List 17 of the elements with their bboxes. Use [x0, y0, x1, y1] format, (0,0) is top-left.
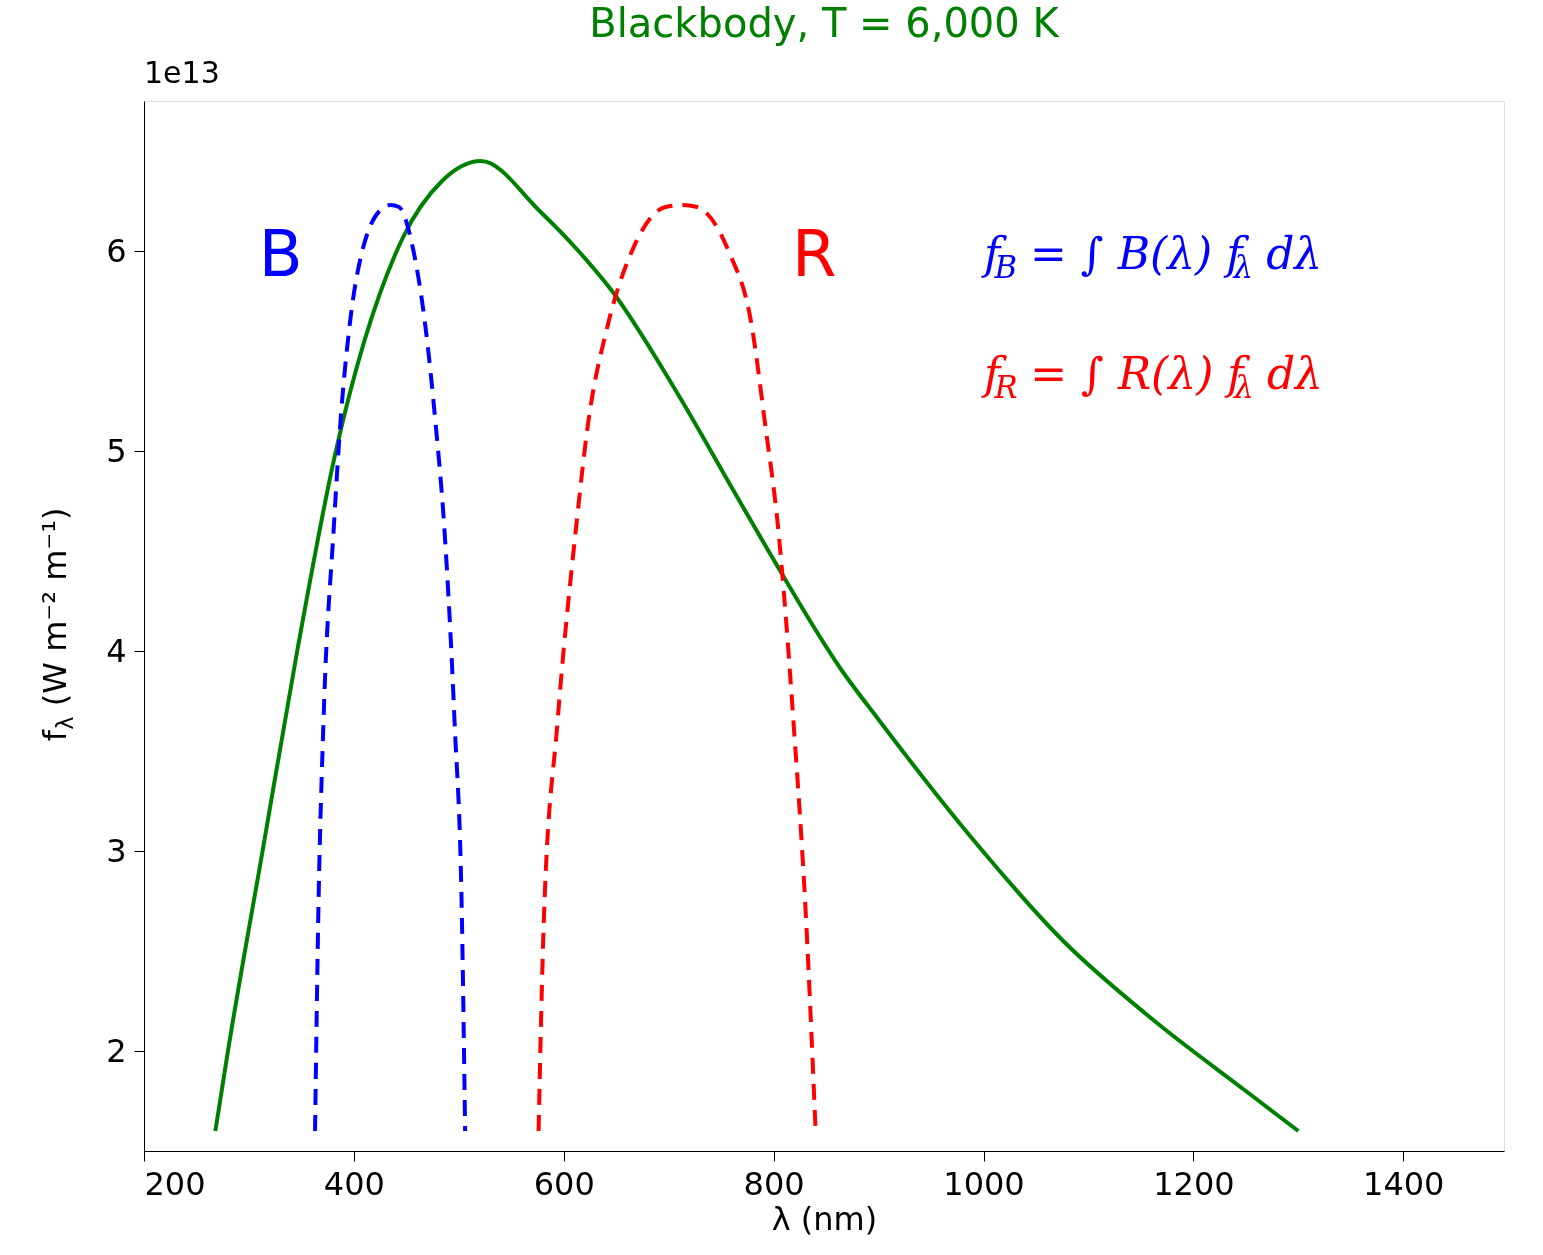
series-label: B: [258, 217, 303, 291]
y-axis-title: fλ (W m⁻² m⁻¹): [36, 507, 78, 742]
text: 1e13: [144, 55, 220, 90]
x-tick-label: 1200: [1153, 1164, 1235, 1203]
y-tick-label: 4: [106, 631, 127, 670]
x-tick-label: 400: [323, 1164, 385, 1203]
y-tick-label: 2: [106, 1031, 127, 1070]
chart-title: Blackbody, T = 6,000 K: [589, 0, 1061, 46]
y-tick-label: 3: [106, 831, 127, 870]
series-label: R: [792, 217, 837, 291]
x-tick-label: 1000: [943, 1164, 1025, 1203]
y-tick-label: 6: [106, 231, 127, 270]
line-series: [313, 203, 468, 1133]
x-tick-label: 1400: [1363, 1164, 1445, 1203]
y-tick-label: 5: [106, 431, 127, 470]
x-tick-label: 600: [533, 1164, 595, 1203]
x-tick-label: 200: [144, 1164, 206, 1203]
